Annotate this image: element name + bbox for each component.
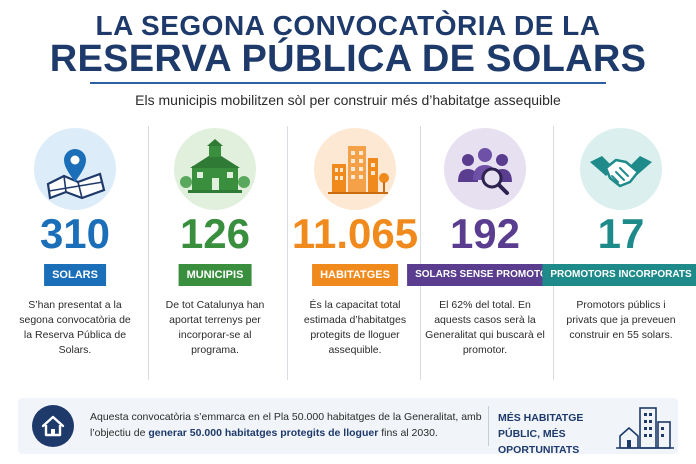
footer-text: Aquesta convocatòria s’emmarca en el Pla… — [90, 411, 482, 439]
people-search-icon — [444, 128, 526, 210]
footer-slogan: MÉS HABITATGE PÚBLIC, MÉS OPORTUNITATS — [498, 412, 584, 456]
title-rule — [90, 82, 606, 84]
home-icon — [32, 405, 74, 447]
footer-divider — [488, 406, 489, 446]
footer-highlight: generar 50.000 habitatges protegits de l… — [148, 427, 379, 439]
stat-label-badge: MUNICIPIS — [178, 264, 252, 286]
stat-solars-sense-promotor: 192 SOLARS SENSE PROMOTOR El 62% del tot… — [407, 120, 563, 390]
buildings-icon — [314, 128, 396, 210]
stat-value: 11.065 — [291, 210, 419, 257]
stat-label-badge: HABITATGES — [312, 264, 398, 286]
stat-value: 17 — [597, 210, 645, 257]
stat-municipis: 126 MUNICIPIS De tot Catalunya han aport… — [150, 120, 280, 390]
town-hall-icon — [174, 128, 256, 210]
stat-solars: 310 SOLARS S’han presentat a la segona c… — [10, 120, 140, 390]
stat-habitatges: 11.065 HABITATGES És la capacitat total … — [290, 120, 420, 390]
title-line-2: RESERVA PÚBLICA DE SOLARS — [49, 38, 647, 80]
footer-banner: Aquesta convocatòria s’emmarca en el Pla… — [18, 398, 678, 456]
stat-value: 126 — [179, 210, 251, 257]
stat-description: De tot Catalunya han aportat terrenys pe… — [165, 299, 265, 356]
stat-label-badge: SOLARS — [44, 264, 106, 286]
stat-value: 310 — [39, 210, 111, 257]
stat-promotors-incorporats: 17 PROMOTORS INCORPORATS Promotors públi… — [542, 120, 696, 390]
title-line-1: LA SEGONA CONVOCATÒRIA DE LA — [95, 10, 601, 41]
stat-description: És la capacitat total estimada d’habitat… — [303, 299, 407, 356]
stat-label-badge: PROMOTORS INCORPORATS — [542, 264, 696, 286]
handshake-icon — [580, 128, 662, 210]
stat-description: S’han presentat a la segona convocatòria… — [19, 299, 131, 356]
map-pin-icon — [34, 128, 116, 210]
stat-description: Promotors públics i privats que ja preve… — [566, 299, 676, 341]
stat-label-badge: SOLARS SENSE PROMOTOR — [407, 264, 563, 286]
column-divider — [553, 126, 554, 380]
stat-description: El 62% del total. En aquests casos serà … — [425, 299, 545, 356]
column-divider — [148, 126, 149, 380]
subtitle: Els municipis mobilitzen sòl per constru… — [135, 92, 561, 108]
column-divider — [420, 126, 421, 380]
column-divider — [287, 126, 288, 380]
stat-value: 192 — [449, 210, 521, 257]
city-skyline-icon — [616, 402, 674, 450]
